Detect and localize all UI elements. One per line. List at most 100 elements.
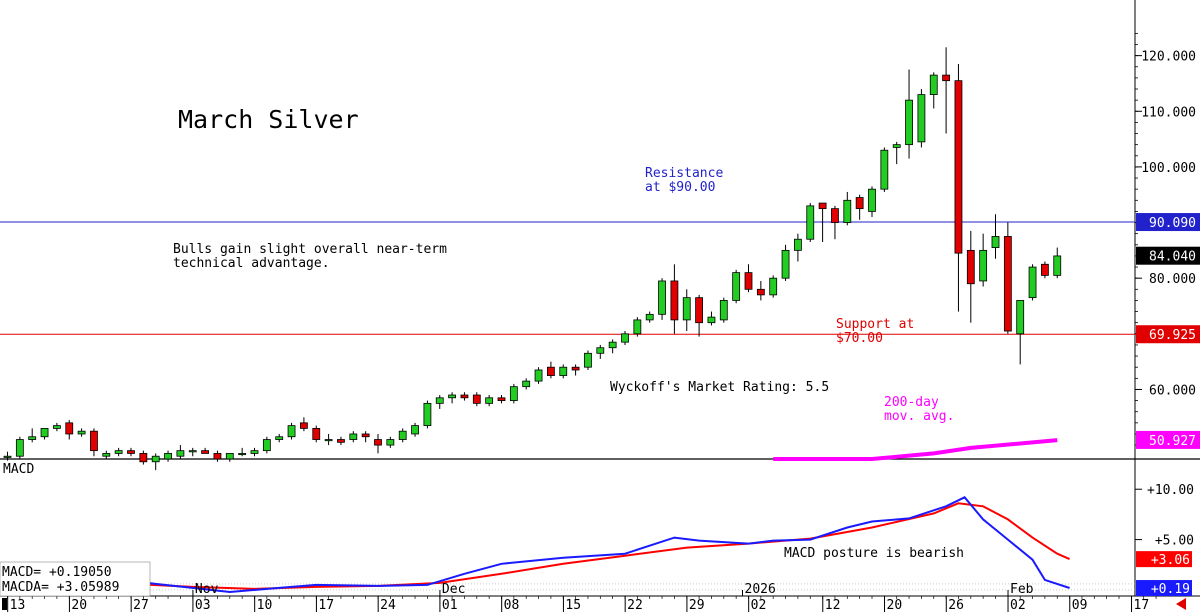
candle-body-up [769, 277, 778, 296]
candle-body-down [818, 202, 827, 210]
candle [806, 203, 815, 243]
candle [337, 436, 345, 446]
price-y-axis: 60.000 80.000 100.000 110.000 120.000 90.090 8… [1135, 32, 1200, 449]
candle [509, 383, 518, 404]
candle-body-up [929, 74, 938, 95]
macda-line [7, 502, 1071, 590]
candle-body-down [547, 366, 555, 376]
candle [250, 447, 259, 457]
candle-body-up [114, 450, 123, 454]
scroll-right-arrow-icon[interactable] [1176, 598, 1186, 610]
resistance-tag-bg [1136, 213, 1200, 232]
candle-body-up [102, 453, 111, 457]
candle [139, 450, 148, 465]
candle-body-up [225, 453, 234, 460]
support-annotation-1: Support at [836, 317, 914, 332]
ma-200-line [773, 438, 1058, 461]
candle [312, 425, 321, 443]
macd-annotation: MACD posture is bearish [784, 546, 964, 561]
candle [596, 344, 605, 359]
support-tag-bg [1136, 325, 1200, 344]
candle [559, 364, 568, 379]
period-label: 2026 [745, 582, 776, 597]
scroll-left-marker-icon[interactable] [2, 598, 7, 610]
x-tick-label: 20 [71, 598, 87, 612]
candle-body-up [584, 352, 592, 368]
candle [1028, 264, 1037, 301]
candle-body-up [781, 249, 790, 279]
candle-body-down [831, 208, 839, 223]
candle [275, 433, 284, 443]
ma-annotation-1: 200-day [884, 395, 939, 410]
x-tick-label: 09 [1072, 598, 1088, 612]
candle-body-up [398, 430, 407, 440]
note-line-1: Bulls gain slight overall near-term [173, 242, 447, 257]
candle-body-up [423, 402, 432, 427]
x-tick-label: 29 [689, 598, 705, 612]
note-line-2: technical advantage. [173, 256, 330, 271]
last-price-tag: 84.040 [1149, 250, 1196, 265]
candle-body-up [448, 394, 457, 399]
last-price-tag-bg [1136, 246, 1200, 265]
candle-body-up [275, 436, 284, 440]
candle-body-up [917, 94, 926, 143]
macd-readout: MACD= +0.19050 [2, 565, 112, 580]
candle-body-up [719, 300, 728, 321]
candle [645, 311, 654, 323]
market-rating: Wyckoff's Market Rating: 5.5 [610, 380, 829, 395]
candle-body-up [176, 450, 185, 457]
macd-panel-label: MACD [3, 462, 34, 477]
candle [213, 450, 222, 462]
candle [164, 450, 172, 462]
ma-value-tag-bg [1136, 430, 1200, 449]
candle-body-up [238, 453, 247, 456]
candle [831, 205, 839, 240]
candle-body-up [559, 366, 568, 376]
candle-body-up [843, 199, 852, 223]
candle [114, 447, 123, 457]
macd-tag-bg [1136, 580, 1192, 597]
candle [435, 395, 444, 409]
candle [621, 331, 629, 345]
candle-body-up [868, 188, 876, 212]
candle-body-up [608, 341, 617, 349]
candle [3, 451, 12, 461]
candle [472, 392, 481, 407]
candle-body-up [596, 347, 605, 354]
candle-body-up [151, 455, 160, 463]
candle [262, 436, 271, 454]
candle-body-up [386, 439, 395, 446]
candle-body-up [164, 453, 172, 460]
candle-body-down [695, 297, 703, 324]
candle [547, 361, 555, 379]
candle [411, 422, 419, 437]
candle-body-up [262, 439, 271, 452]
candle-body-down [855, 197, 864, 210]
candle-body-up [15, 439, 24, 457]
candle [15, 436, 24, 459]
candle [386, 436, 395, 448]
candle-body-up [979, 249, 988, 282]
candle-body-up [707, 316, 716, 324]
ma-annotation-2: mov. avg. [884, 409, 954, 424]
candle [201, 447, 210, 454]
candle-body-down [954, 80, 963, 254]
candle [719, 297, 728, 323]
candle-body-down [571, 366, 580, 371]
candle [707, 311, 716, 326]
candle-body-up [77, 430, 86, 435]
candle-body-up [991, 236, 1000, 248]
candle-body-down [337, 439, 345, 443]
candle-body-up [905, 99, 913, 146]
candle [818, 202, 827, 243]
candle [28, 428, 37, 443]
chart-title: March Silver [178, 105, 359, 134]
candle-body-down [1003, 236, 1012, 332]
period-label: Feb [1010, 582, 1034, 597]
support-tag: 69.925 [1149, 328, 1196, 343]
candle-body-down [361, 433, 370, 438]
candle-body-up [633, 319, 642, 335]
x-tick-label: 26 [948, 598, 964, 612]
candle-body-up [188, 450, 197, 453]
